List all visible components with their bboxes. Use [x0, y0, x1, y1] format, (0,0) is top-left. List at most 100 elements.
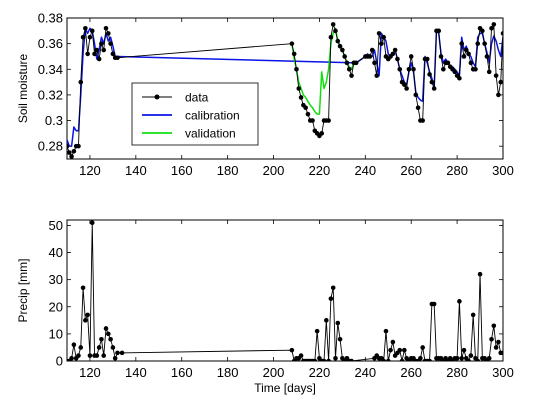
data-point	[289, 347, 295, 353]
data-point	[326, 118, 331, 123]
y-tick-label: 10	[49, 326, 63, 341]
data-point	[411, 66, 416, 72]
data-point	[333, 28, 338, 34]
data-point	[459, 41, 464, 46]
x-tick-label: 280	[446, 365, 468, 380]
y-tick-label: 0.3	[45, 113, 63, 128]
data-point	[429, 79, 435, 85]
data-point	[324, 318, 329, 323]
y-tick-label: 50	[49, 218, 63, 233]
data-point	[101, 353, 107, 358]
x-tick-label: 200	[263, 365, 285, 380]
data-point	[353, 60, 359, 66]
data-point	[312, 358, 318, 361]
data-point	[99, 337, 104, 342]
data-point	[496, 339, 501, 345]
data-point	[473, 66, 478, 72]
data-point	[489, 25, 494, 31]
data-point	[436, 28, 442, 34]
data-point	[427, 72, 432, 77]
series-line-validation	[291, 27, 357, 115]
x-tick-label: 220	[309, 163, 331, 178]
y-tick-label: 0	[56, 354, 63, 369]
data-point	[94, 47, 100, 53]
legend-marker-data	[154, 94, 160, 100]
y-tick-label: 0.38	[38, 11, 63, 26]
data-point	[296, 86, 302, 91]
data-point	[85, 51, 90, 57]
data-point	[376, 31, 382, 36]
data-point	[87, 353, 93, 358]
x-tick-label: 160	[171, 163, 193, 178]
data-point	[367, 54, 373, 59]
data-point	[413, 92, 419, 98]
data-point	[468, 60, 474, 66]
series-group	[67, 220, 503, 361]
data-point	[330, 22, 336, 27]
data-point	[83, 318, 88, 323]
data-point	[381, 34, 386, 40]
data-point	[390, 51, 396, 57]
data-point	[493, 345, 499, 350]
data-point	[101, 47, 107, 53]
data-point	[475, 41, 481, 46]
data-point	[477, 271, 483, 277]
data-point	[475, 358, 481, 361]
data-point	[108, 41, 113, 46]
data-point	[89, 220, 95, 226]
data-point	[85, 312, 90, 318]
data-point	[321, 358, 327, 361]
data-point	[76, 353, 81, 358]
x-tick-label: 300	[492, 365, 514, 380]
data-point	[110, 51, 116, 57]
x-tick-label: 260	[400, 163, 422, 178]
x-tick-label: 160	[171, 365, 193, 380]
data-point	[328, 34, 334, 40]
data-point	[461, 347, 467, 353]
data-point	[457, 75, 462, 81]
series-line-precip	[67, 222, 503, 361]
data-point	[99, 41, 104, 46]
data-point	[69, 154, 74, 159]
data-point	[326, 358, 331, 361]
data-point	[480, 28, 485, 34]
data-point	[397, 347, 403, 353]
data-point	[415, 105, 421, 111]
y-tick-label: 20	[49, 299, 63, 314]
data-point	[294, 66, 299, 72]
x-tick-label: 120	[79, 365, 101, 380]
data-point	[69, 355, 74, 361]
data-point	[491, 323, 497, 329]
data-point	[78, 79, 84, 85]
legend-label-validation: validation	[185, 127, 236, 141]
y-axis-label: Precip [mm]	[16, 258, 30, 322]
data-point	[486, 355, 492, 361]
data-point	[484, 54, 490, 59]
data-point	[303, 105, 308, 111]
data-point	[94, 353, 100, 358]
data-point	[457, 299, 462, 304]
data-point	[390, 339, 396, 345]
data-point	[298, 353, 304, 358]
data-point	[112, 355, 118, 361]
data-point	[468, 353, 474, 358]
data-point	[498, 79, 503, 85]
data-point	[399, 358, 405, 361]
data-point	[369, 47, 375, 53]
legend-label-data: data	[185, 91, 209, 105]
data-point	[80, 285, 86, 291]
data-point	[392, 47, 398, 53]
data-point	[383, 328, 389, 334]
data-point	[119, 350, 125, 356]
y-tick-label: 0.36	[38, 36, 63, 51]
y-axis-label: Soil moisture	[16, 53, 30, 123]
data-point	[67, 150, 72, 155]
data-point	[337, 43, 343, 49]
data-point	[500, 350, 503, 356]
data-point	[106, 331, 111, 337]
data-point	[103, 326, 109, 331]
data-point	[87, 34, 93, 40]
data-point	[402, 347, 407, 353]
data-point	[106, 31, 111, 36]
data-point	[424, 56, 430, 62]
